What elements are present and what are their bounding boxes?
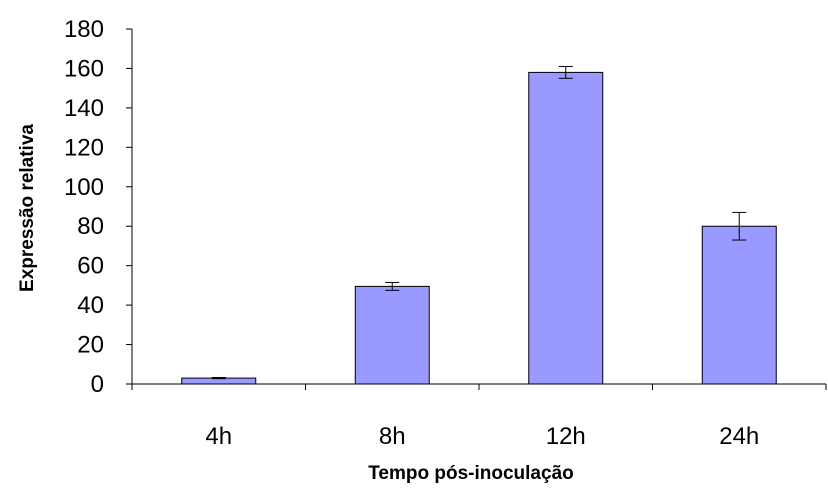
x-tick-label: 12h <box>546 423 586 450</box>
bar-12h <box>528 71 604 385</box>
y-ticks-layer: 0 20 40 60 80 100 120 140 160 180 <box>64 16 132 398</box>
bar-24h <box>701 225 777 385</box>
y-tick-label: 0 <box>91 371 104 398</box>
x-tick-label: 8h <box>379 423 406 450</box>
bar-8h <box>354 285 430 385</box>
y-tick-label: 120 <box>64 134 104 161</box>
x-tick-label: 24h <box>719 423 759 450</box>
y-tick-label: 80 <box>77 213 104 240</box>
x-tick-label: 4h <box>205 423 232 450</box>
error-bars-layer <box>211 65 747 380</box>
y-tick-label: 40 <box>77 292 104 319</box>
bars-layer <box>181 71 777 385</box>
y-tick-label: 60 <box>77 253 104 280</box>
y-tick-label: 20 <box>77 332 104 359</box>
y-tick-label: 180 <box>64 16 104 43</box>
x-ticks-layer: 4h 8h 12h 24h <box>131 384 827 450</box>
y-axis-title: Expressão relativa <box>17 124 38 292</box>
y-tick-label: 140 <box>64 95 104 122</box>
y-tick-label: 100 <box>64 174 104 201</box>
y-tick-label: 160 <box>64 55 104 82</box>
x-axis-title: Tempo pós-inoculação <box>368 463 574 484</box>
